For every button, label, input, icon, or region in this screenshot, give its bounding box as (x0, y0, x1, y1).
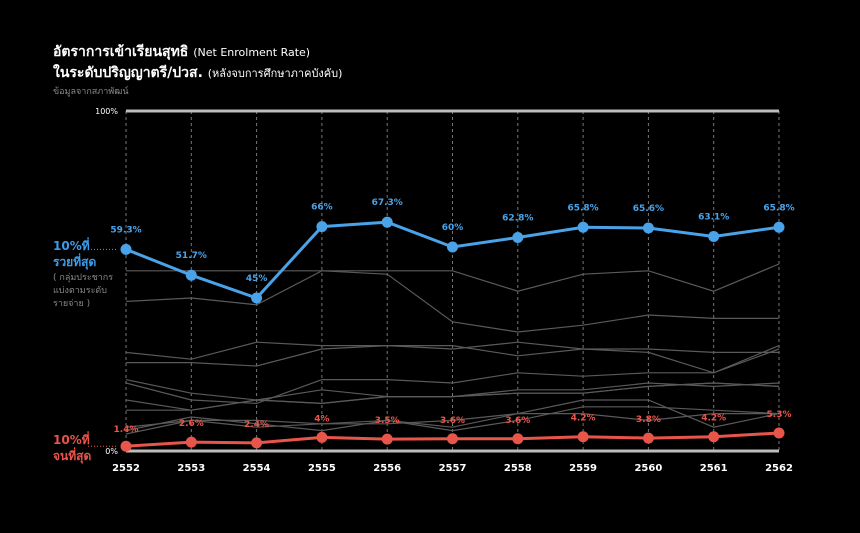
data-label-richest: 59.3% (110, 225, 141, 235)
richest-label-line1: 10%ที่ (53, 239, 90, 253)
data-point-poorest (642, 432, 654, 444)
data-label-richest: 60% (442, 223, 464, 233)
note-line3: รายจ่าย ) (53, 299, 91, 309)
data-point-poorest (773, 427, 785, 439)
data-label-poorest: 1.4% (114, 425, 139, 435)
x-tick-label: 2552 (112, 463, 140, 474)
data-point-richest (512, 231, 524, 243)
data-label-poorest: 3.6% (505, 416, 530, 426)
data-point-richest (316, 221, 328, 233)
data-point-poorest (316, 431, 328, 443)
data-label-poorest: 4% (314, 414, 329, 424)
data-point-poorest (120, 440, 132, 452)
series-line-other (125, 399, 780, 432)
data-point-poorest (251, 437, 263, 449)
grouping-note: ( กลุ่มประชากร แบ่งตามระดับ รายจ่าย ) (53, 272, 123, 311)
data-point-poorest (708, 431, 720, 443)
data-label-richest: 65.6% (633, 204, 664, 214)
series-line-other (125, 270, 779, 333)
chart-title-line2: ในระดับปริญญาตรี/ปวส. (หลังจบการศึกษาภาค… (53, 62, 342, 84)
data-label-richest: 62.8% (502, 213, 533, 223)
richest-label-line2: รวยที่สุด (53, 255, 97, 269)
data-point-richest (447, 241, 458, 253)
series-line-other (126, 341, 779, 367)
x-tick-label: 2555 (308, 463, 336, 474)
data-label-poorest: 2.6% (179, 419, 204, 429)
richest-group-label: 10%ที่ รวยที่สุด (53, 238, 96, 270)
x-tick-label: 2558 (504, 463, 532, 474)
poorest-label-line2: จนที่สุด (53, 449, 92, 463)
x-tick-label: 2556 (373, 463, 401, 474)
data-label-poorest: 4.2% (701, 414, 726, 424)
data-point-richest (185, 269, 197, 281)
data-label-richest: 67.3% (372, 198, 403, 208)
poorest-group-label: 10%ที่ จนที่สุด (53, 432, 91, 464)
data-point-poorest (577, 431, 589, 443)
data-point-richest (773, 221, 785, 233)
data-point-richest (251, 292, 263, 304)
data-label-poorest: 3.6% (440, 416, 465, 426)
series-line-other (125, 413, 779, 428)
data-label-richest: 66% (311, 203, 333, 213)
data-point-poorest (512, 433, 524, 445)
x-tick-label: 2562 (765, 463, 793, 474)
data-point-richest (708, 230, 720, 242)
data-point-richest (381, 216, 393, 228)
source-note: ข้อมูลจากสภาพัฒน์ (53, 87, 129, 97)
data-label-richest: 65.8% (567, 203, 598, 213)
y-tick-label: 0% (105, 447, 118, 456)
note-line2: แบ่งตามระดับ (53, 286, 107, 296)
data-point-richest (642, 222, 654, 234)
data-label-poorest: 3.8% (636, 415, 661, 425)
data-point-richest (577, 221, 589, 233)
poorest-label-line1: 10%ที่ (53, 433, 90, 447)
data-label-richest: 51.7% (176, 251, 207, 261)
data-point-poorest (185, 436, 197, 448)
title-th-1: อัตราการเข้าเรียนสุทธิ (53, 44, 189, 60)
series-line-other (125, 406, 780, 435)
data-label-richest: 45% (246, 274, 268, 284)
chart-title-line1: อัตราการเข้าเรียนสุทธิ (Net Enrolment Ra… (53, 41, 310, 63)
title-en-1: (Net Enrolment Rate) (193, 46, 311, 59)
note-line1: ( กลุ่มประชากร (53, 273, 114, 283)
title-th-2: ในระดับปริญญาตรี/ปวส. (53, 65, 203, 81)
series-line-other (125, 341, 780, 374)
x-tick-label: 2560 (634, 463, 662, 474)
x-tick-label: 2554 (243, 463, 271, 474)
data-label-richest: 65.8% (763, 203, 794, 213)
data-point-poorest (381, 433, 393, 445)
data-label-poorest: 2.4% (244, 420, 269, 430)
y-tick-label: 100% (95, 107, 118, 116)
title-en-2: (หลังจบการศึกษาภาคบังคับ) (207, 67, 343, 80)
data-point-richest (120, 243, 132, 255)
x-tick-label: 2557 (439, 463, 467, 474)
series-line-other (125, 345, 780, 405)
data-label-richest: 63.1% (698, 212, 729, 222)
x-tick-label: 2559 (569, 463, 597, 474)
data-label-poorest: 3.5% (375, 416, 400, 426)
data-point-poorest (447, 433, 458, 445)
data-label-poorest: 4.2% (571, 414, 596, 424)
series-line-other (126, 263, 780, 292)
data-label-poorest: 5.3% (767, 410, 792, 420)
series-line-other (126, 382, 780, 411)
x-tick-label: 2561 (700, 463, 728, 474)
x-tick-label: 2553 (177, 463, 205, 474)
